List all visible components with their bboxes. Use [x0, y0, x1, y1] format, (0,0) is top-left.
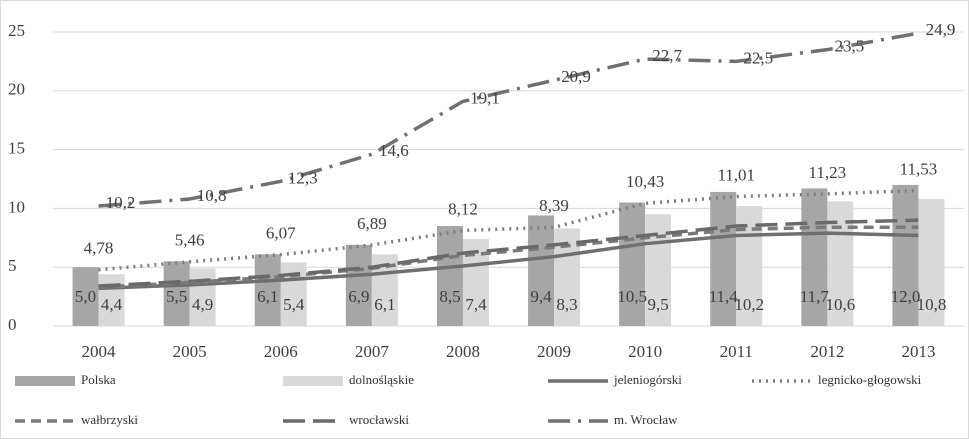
data-label: 9,4 — [530, 287, 552, 306]
x-tick-label: 2013 — [901, 342, 935, 361]
x-tick-label: 2012 — [810, 342, 844, 361]
legend-swatch — [15, 376, 75, 386]
y-tick-label: 15 — [8, 139, 25, 158]
data-label: 10,6 — [825, 295, 855, 314]
data-label: 8,39 — [539, 196, 569, 215]
bar — [72, 267, 99, 326]
data-label: 4,78 — [84, 239, 114, 258]
x-tick-label: 2008 — [446, 342, 480, 361]
y-tick-label: 25 — [8, 21, 25, 40]
legend-label: jeleniogórski — [613, 372, 682, 387]
data-label: 8,3 — [556, 295, 577, 314]
data-label: 6,07 — [266, 224, 296, 243]
data-label: 12,3 — [288, 168, 318, 187]
data-label: 14,6 — [379, 141, 409, 160]
data-label: 10,8 — [197, 186, 227, 205]
data-label: 10,43 — [626, 172, 664, 191]
data-label: 24,9 — [926, 20, 956, 39]
legend-label: Polska — [81, 372, 116, 387]
data-label: 4,9 — [192, 295, 213, 314]
bar — [254, 254, 281, 326]
data-label: 5,0 — [75, 287, 96, 306]
data-label: 11,4 — [709, 287, 739, 306]
y-tick-label: 5 — [8, 256, 17, 275]
data-label: 22,5 — [743, 48, 773, 67]
x-tick-label: 2004 — [82, 342, 117, 361]
data-label: 5,4 — [283, 295, 305, 314]
line — [98, 31, 919, 208]
data-label: 11,53 — [900, 159, 938, 178]
bar — [619, 202, 646, 326]
legend-label: wałbrzyski — [81, 412, 138, 427]
legend-label: dolnośląskie — [349, 372, 414, 387]
data-label: 5,5 — [166, 287, 187, 306]
data-label: 19,1 — [470, 88, 500, 107]
legend-label: legnicko-głogowski — [818, 372, 922, 387]
x-tick-label: 2010 — [628, 342, 662, 361]
y-tick-label: 20 — [8, 80, 25, 99]
data-label: 11,23 — [809, 163, 847, 182]
bar — [98, 274, 125, 326]
y-tick-label: 10 — [8, 197, 25, 216]
data-label: 7,4 — [465, 295, 487, 314]
legend-label: wrocławski — [349, 412, 409, 427]
data-label: 5,46 — [175, 231, 205, 250]
bar — [528, 215, 555, 326]
data-label: 4,4 — [101, 295, 123, 314]
data-label: 9,5 — [648, 295, 669, 314]
data-label: 22,7 — [652, 46, 682, 65]
data-label: 6,1 — [257, 287, 278, 306]
legend-label: m. Wrocław — [614, 412, 678, 427]
data-label: 11,7 — [800, 287, 830, 306]
bar — [918, 198, 945, 326]
line — [98, 231, 919, 291]
data-label: 10,2 — [734, 295, 764, 314]
data-label: 23,5 — [834, 37, 864, 56]
bar — [710, 191, 737, 326]
bar — [189, 268, 216, 326]
data-label: 8,5 — [439, 287, 460, 306]
data-label: 11,01 — [717, 165, 755, 184]
bar — [892, 184, 919, 326]
data-label: 8,12 — [448, 199, 478, 218]
bar — [163, 261, 190, 326]
data-label: 10,5 — [617, 287, 647, 306]
x-tick-label: 2007 — [355, 342, 390, 361]
x-tick-label: 2006 — [264, 342, 298, 361]
data-label: 10,2 — [106, 193, 136, 212]
data-label: 20,9 — [561, 67, 591, 86]
data-label: 6,1 — [374, 295, 395, 314]
data-label: 6,9 — [348, 287, 369, 306]
x-tick-label: 2011 — [720, 342, 753, 361]
data-label: 6,89 — [357, 214, 387, 233]
x-tick-label: 2005 — [173, 342, 207, 361]
bar — [345, 244, 372, 326]
bar — [436, 226, 463, 326]
x-tick-label: 2009 — [537, 342, 571, 361]
legend-swatch — [283, 376, 343, 386]
data-label: 12,0 — [891, 287, 921, 306]
line — [98, 218, 919, 288]
bar — [801, 188, 828, 326]
data-label: 10,8 — [917, 295, 947, 314]
y-tick-label: 0 — [8, 315, 17, 334]
